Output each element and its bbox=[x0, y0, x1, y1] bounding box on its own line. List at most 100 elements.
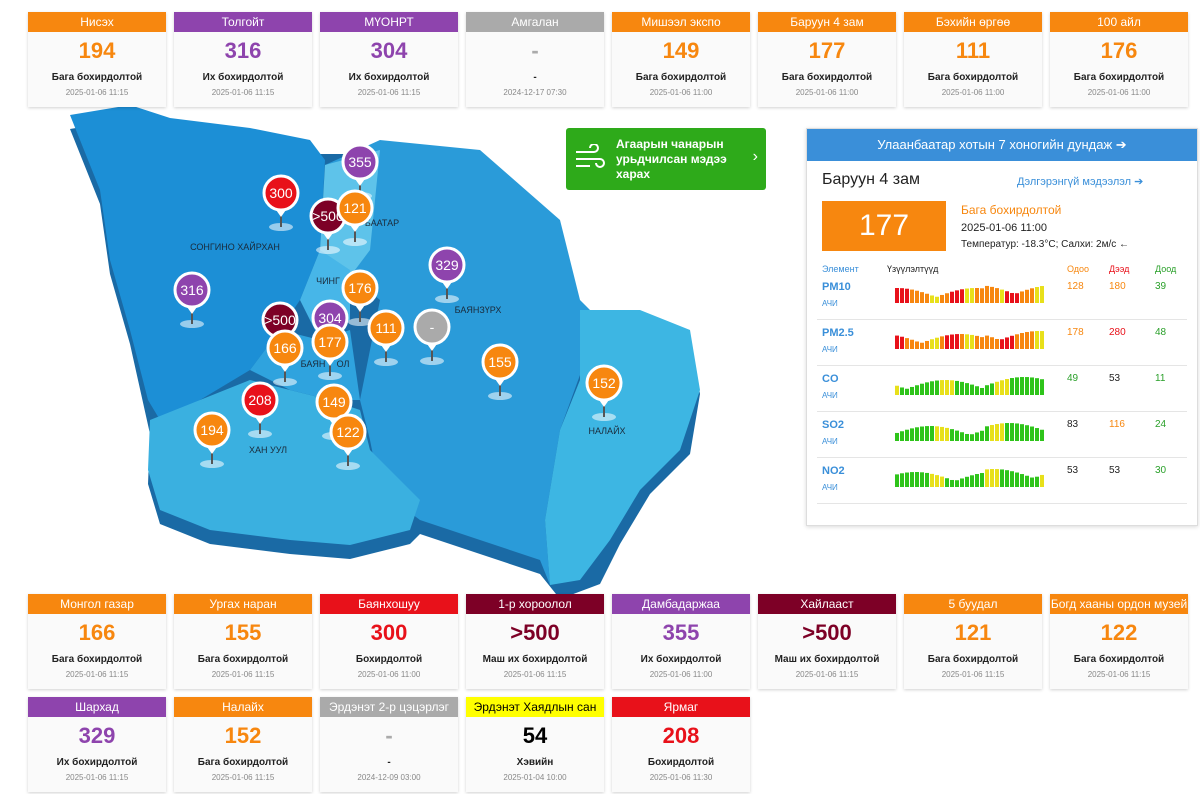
station-time: 2025-01-06 11:15 bbox=[65, 88, 129, 97]
station-value: 208 bbox=[662, 723, 700, 748]
station-value: 194 bbox=[78, 38, 116, 63]
station-card[interactable]: Шархад 329 Их бохирдолтой 2025-01-06 11:15 bbox=[28, 697, 166, 792]
station-card[interactable]: Дамбадаржаа 355 Их бохирдолтой 2025-01-06 1… bbox=[612, 594, 750, 689]
panel-time: 2025-01-06 11:00 bbox=[961, 222, 1048, 234]
sparkline-bar bbox=[940, 294, 944, 303]
marker bbox=[481, 343, 519, 381]
sparkline-bar bbox=[935, 426, 939, 441]
station-card[interactable]: Амгалан - - 2024-12-17 07:30 bbox=[466, 12, 604, 107]
station-card[interactable]: Мишээл экспо 149 Бага бохирдолтой 2025-01-0… bbox=[612, 12, 750, 107]
marker bbox=[311, 323, 349, 361]
sparkline bbox=[895, 285, 1044, 303]
sparkline-bar bbox=[1010, 378, 1014, 395]
element-name: PM2.5 bbox=[822, 327, 854, 339]
panel-header[interactable]: Улаанбаатар хотын 7 хоногийн дундаж ➔ bbox=[807, 129, 1197, 161]
station-card[interactable]: Баянхошуу 300 Бохирдолтой 2025-01-06 11:00 bbox=[320, 594, 458, 689]
sparkline-bar bbox=[910, 386, 914, 395]
details-link[interactable]: Дэлгэрэнгүй мэдээлэл ➔ bbox=[1017, 176, 1144, 188]
sparkline-bar bbox=[1025, 377, 1029, 395]
sparkline-bar bbox=[945, 478, 949, 487]
station-card[interactable]: Толгойт 316 Их бохирдолтой 2025-01-06 11:15 bbox=[174, 12, 312, 107]
station-name: Ярмаг bbox=[612, 697, 750, 717]
station-card[interactable]: Баруун 4 зам 177 Бага бохирдолтой 2025-01-0… bbox=[758, 12, 896, 107]
station-time: 2025-01-06 11:15 bbox=[65, 773, 129, 782]
sparkline-bar bbox=[980, 387, 984, 395]
station-name: Толгойт bbox=[174, 12, 312, 32]
sparkline-bar bbox=[1030, 288, 1034, 303]
sparkline-bar bbox=[900, 431, 904, 441]
station-card[interactable]: 5 буудал 121 Бага бохирдолтой 2025-01-06 11… bbox=[904, 594, 1042, 689]
station-name: Бэхийн өргөө bbox=[904, 12, 1042, 32]
sparkline-bar bbox=[950, 380, 954, 395]
station-time: 2025-01-06 11:00 bbox=[649, 670, 713, 679]
sparkline-bar bbox=[940, 476, 944, 487]
sparkline-bar bbox=[965, 433, 969, 441]
station-name: Баруун 4 зам bbox=[758, 12, 896, 32]
station-status: Их бохирдолтой bbox=[640, 654, 722, 665]
sparkline-bar bbox=[930, 295, 934, 303]
marker bbox=[341, 143, 379, 181]
sparkline-bar bbox=[955, 334, 959, 349]
column-header: Элемент bbox=[822, 264, 859, 274]
station-status: Маш их бохирдолтой bbox=[774, 654, 880, 665]
station-card[interactable]: Бэхийн өргөө 111 Бага бохирдолтой 2025-01-0… bbox=[904, 12, 1042, 107]
sparkline-bar bbox=[995, 381, 999, 395]
district-label: СОНГИНО ХАЙРХАН bbox=[190, 241, 280, 252]
station-card[interactable]: Эрдэнэт Хаядлын сан 54 Хэвийн 2025-01-04 10… bbox=[466, 697, 604, 792]
station-card[interactable]: Ургах наран 155 Бага бохирдолтой 2025-01-06… bbox=[174, 594, 312, 689]
now-value: 178 bbox=[1067, 327, 1084, 338]
station-card[interactable]: МҮОНРТ 304 Их бохирдолтой 2025-01-06 11:15 bbox=[320, 12, 458, 107]
now-value: 128 bbox=[1067, 281, 1084, 292]
sparkline-bar bbox=[1015, 472, 1019, 487]
station-value: - bbox=[385, 723, 393, 748]
sparkline-bar bbox=[950, 334, 954, 349]
station-status: Бохирдолтой bbox=[647, 757, 715, 768]
marker bbox=[262, 174, 300, 212]
sparkline-bar bbox=[930, 339, 934, 349]
sparkline-bar bbox=[980, 430, 984, 441]
sparkline-bar bbox=[915, 472, 919, 487]
station-value: 329 bbox=[78, 723, 116, 748]
panel-station: Баруун 4 зам bbox=[822, 171, 920, 188]
station-time: 2025-01-06 11:15 bbox=[357, 88, 421, 97]
row-divider bbox=[817, 503, 1187, 504]
station-card[interactable]: Монгол газар 166 Бага бохирдолтой 2025-01-0… bbox=[28, 594, 166, 689]
station-status: Бага бохирдолтой bbox=[635, 72, 727, 83]
station-status: Их бохирдолтой bbox=[202, 72, 284, 83]
marker bbox=[173, 271, 211, 309]
station-value: >500 bbox=[510, 620, 560, 645]
sparkline-bar bbox=[970, 288, 974, 303]
district-label: НАЛАЙХ bbox=[588, 425, 625, 436]
station-card[interactable]: Налайх 152 Бага бохирдолтой 2025-01-06 11:1… bbox=[174, 697, 312, 792]
station-status: Бага бохирдолтой bbox=[51, 72, 143, 83]
sparkline-bar bbox=[980, 473, 984, 487]
station-card[interactable]: 100 айл 176 Бага бохирдолтой 2025-01-06 11:… bbox=[1050, 12, 1188, 107]
station-value: 177 bbox=[808, 38, 846, 63]
station-card[interactable]: Хайлааст >500 Маш их бохирдолтой 2025-01-06… bbox=[758, 594, 896, 689]
station-card[interactable]: Богд хааны ордон музей 122 Бага бохирдолто… bbox=[1050, 594, 1188, 689]
station-card[interactable]: Эрдэнэт 2-р цэцэрлэг - - 2024-12-09 03:00 bbox=[320, 697, 458, 792]
forecast-button[interactable]: Агаарын чанарын урьдчилсан мэдээ харах › bbox=[566, 128, 766, 190]
sparkline-bar bbox=[950, 291, 954, 303]
element-unit: АЧИ bbox=[822, 437, 838, 446]
sparkline-bar bbox=[1020, 333, 1024, 349]
station-name: Ургах наран bbox=[174, 594, 312, 614]
station-time: 2025-01-06 11:00 bbox=[357, 670, 421, 679]
station-name: Монгол газар bbox=[28, 594, 166, 614]
station-card[interactable]: 1-р хороолол >500 Маш их бохирдолтой 2025-0… bbox=[466, 594, 604, 689]
station-value: 166 bbox=[78, 620, 116, 645]
station-card[interactable]: Нисэх 194 Бага бохирдолтой 2025-01-06 11:15 bbox=[28, 12, 166, 107]
panel-value: 177 bbox=[822, 201, 946, 251]
column-header: Үзүүлэлтүүд bbox=[887, 264, 939, 274]
station-status: Бага бохирдолтой bbox=[1073, 654, 1165, 665]
station-card[interactable]: Ярмаг 208 Бохирдолтой 2025-01-06 11:30 bbox=[612, 697, 750, 792]
sparkline-bar bbox=[935, 296, 939, 303]
sparkline-bar bbox=[905, 429, 909, 441]
sparkline-bar bbox=[935, 337, 939, 349]
element-name: SO2 bbox=[822, 419, 845, 431]
marker-value: 155 bbox=[488, 354, 512, 370]
weather-text: Температур: -18.3°C; Салхи: 2м/с bbox=[961, 239, 1117, 250]
marker bbox=[315, 383, 353, 421]
sparkline bbox=[895, 331, 1044, 349]
station-value: 121 bbox=[954, 620, 992, 645]
